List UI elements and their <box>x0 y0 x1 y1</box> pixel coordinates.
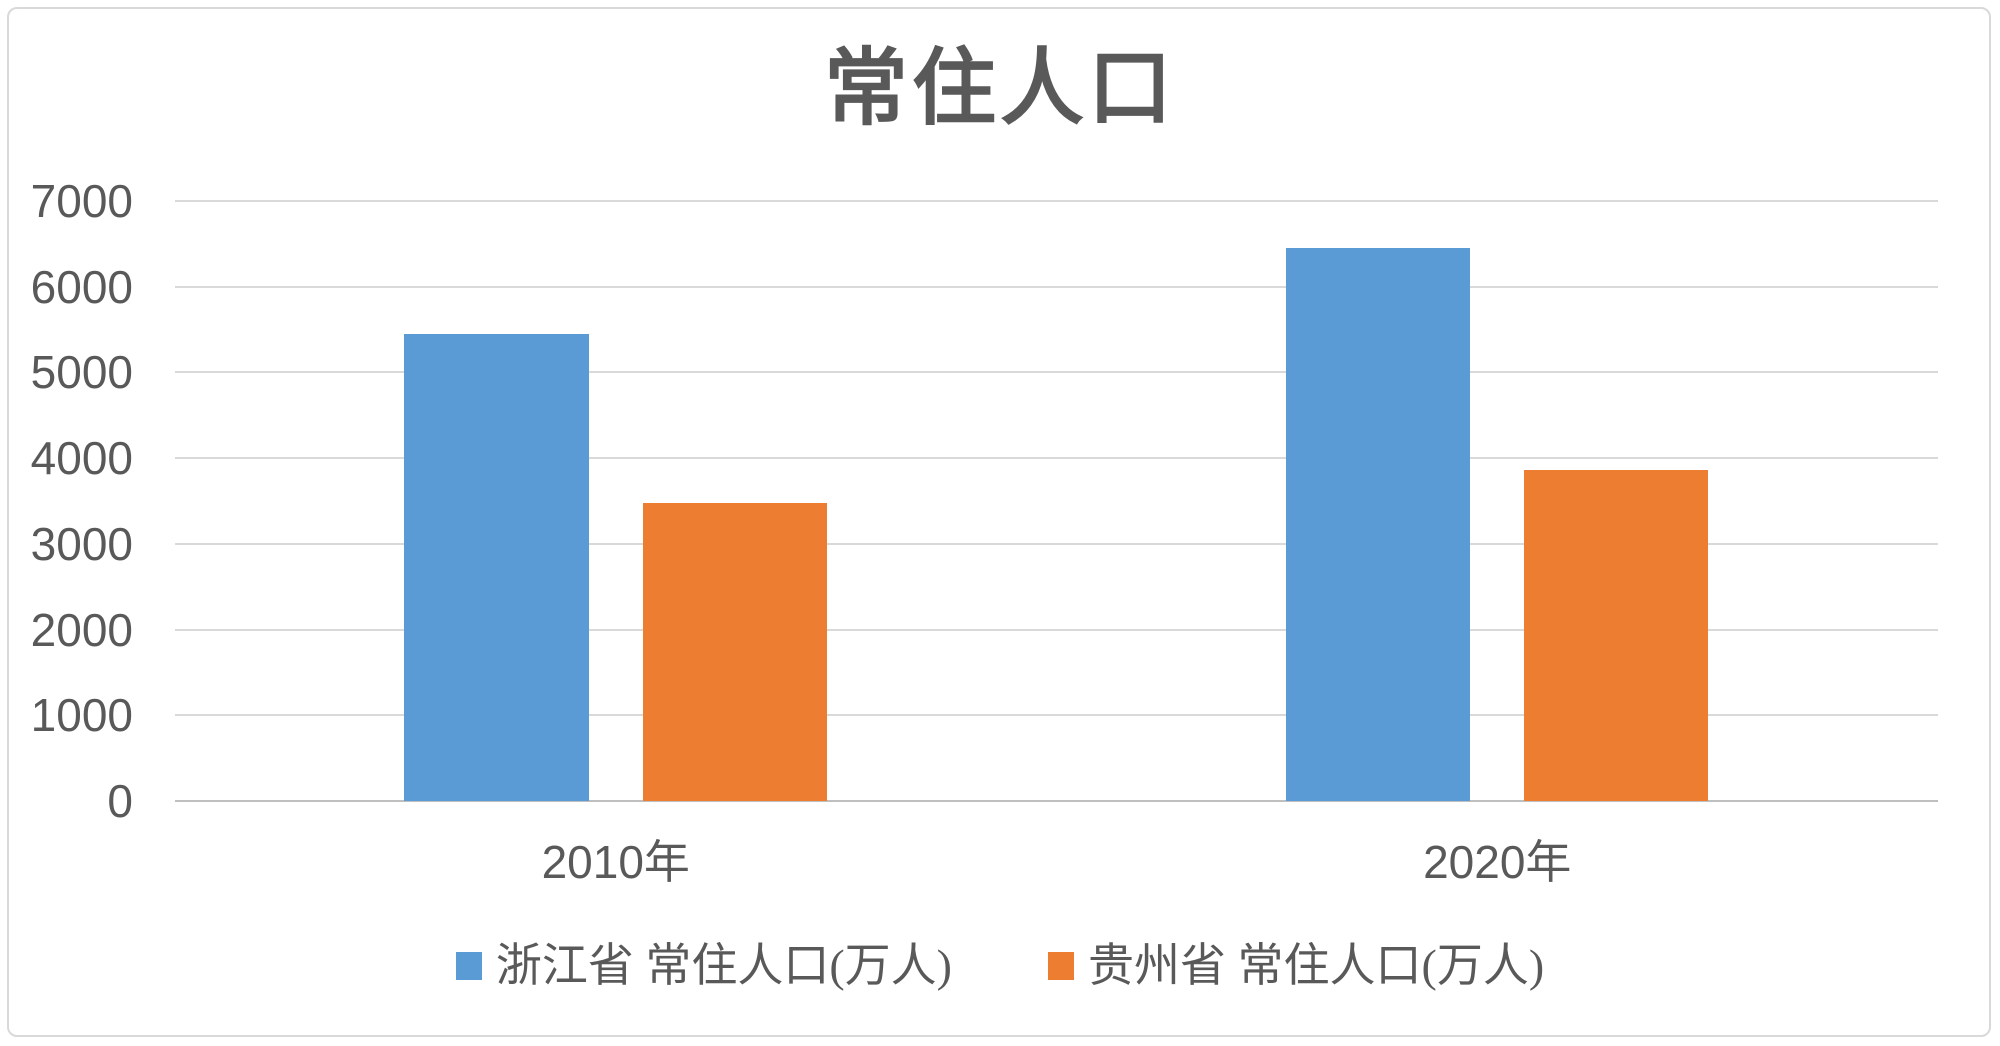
legend-label-guizhou: 贵州省 常住人口(万人) <box>1088 940 1545 991</box>
y-tick-label-7000: 7000 <box>30 175 133 227</box>
x-tick-label-2020年: 2020年 <box>1423 836 1572 888</box>
y-tick-label-6000: 6000 <box>30 260 133 313</box>
bar-贵州省-2010年 <box>642 503 827 801</box>
legend-label-zhejiang: 浙江省 常住人口(万人) <box>495 940 952 991</box>
gridline-2000 <box>175 628 1938 631</box>
x-tick-label-2010年: 2010年 <box>541 836 690 888</box>
plot-area <box>175 200 1938 802</box>
gridline-4000 <box>175 457 1938 460</box>
legend-item-zhejiang: 浙江省 常住人口(万人) <box>455 936 952 996</box>
legend: 浙江省 常住人口(万人) 贵州省 常住人口(万人) <box>0 936 2000 996</box>
y-tick-label-2000: 2000 <box>30 603 133 656</box>
gridline-1000 <box>175 714 1938 717</box>
y-tick-label-1000: 1000 <box>30 689 133 742</box>
y-tick-label-3000: 3000 <box>30 517 133 570</box>
x-axis-line <box>175 800 1938 802</box>
gridline-3000 <box>175 542 1938 545</box>
chart-title: 常住人口 <box>823 43 1176 136</box>
legend-swatch-guizhou-icon <box>1048 952 1074 980</box>
bar-浙江省-2020年 <box>1285 247 1471 801</box>
legend-swatch-zhejiang-icon <box>455 952 482 980</box>
bar-贵州省-2020年 <box>1524 470 1709 801</box>
y-tick-label-4000: 4000 <box>30 432 133 485</box>
y-tick-label-5000: 5000 <box>30 346 133 399</box>
chart-border <box>7 7 1991 1037</box>
gridline-7000 <box>175 200 1938 202</box>
bar-浙江省-2010年 <box>404 334 589 801</box>
y-tick-label-0: 0 <box>107 775 133 827</box>
gridline-6000 <box>175 285 1938 288</box>
gridline-5000 <box>175 371 1938 374</box>
legend-item-guizhou: 贵州省 常住人口(万人) <box>1048 936 1544 996</box>
